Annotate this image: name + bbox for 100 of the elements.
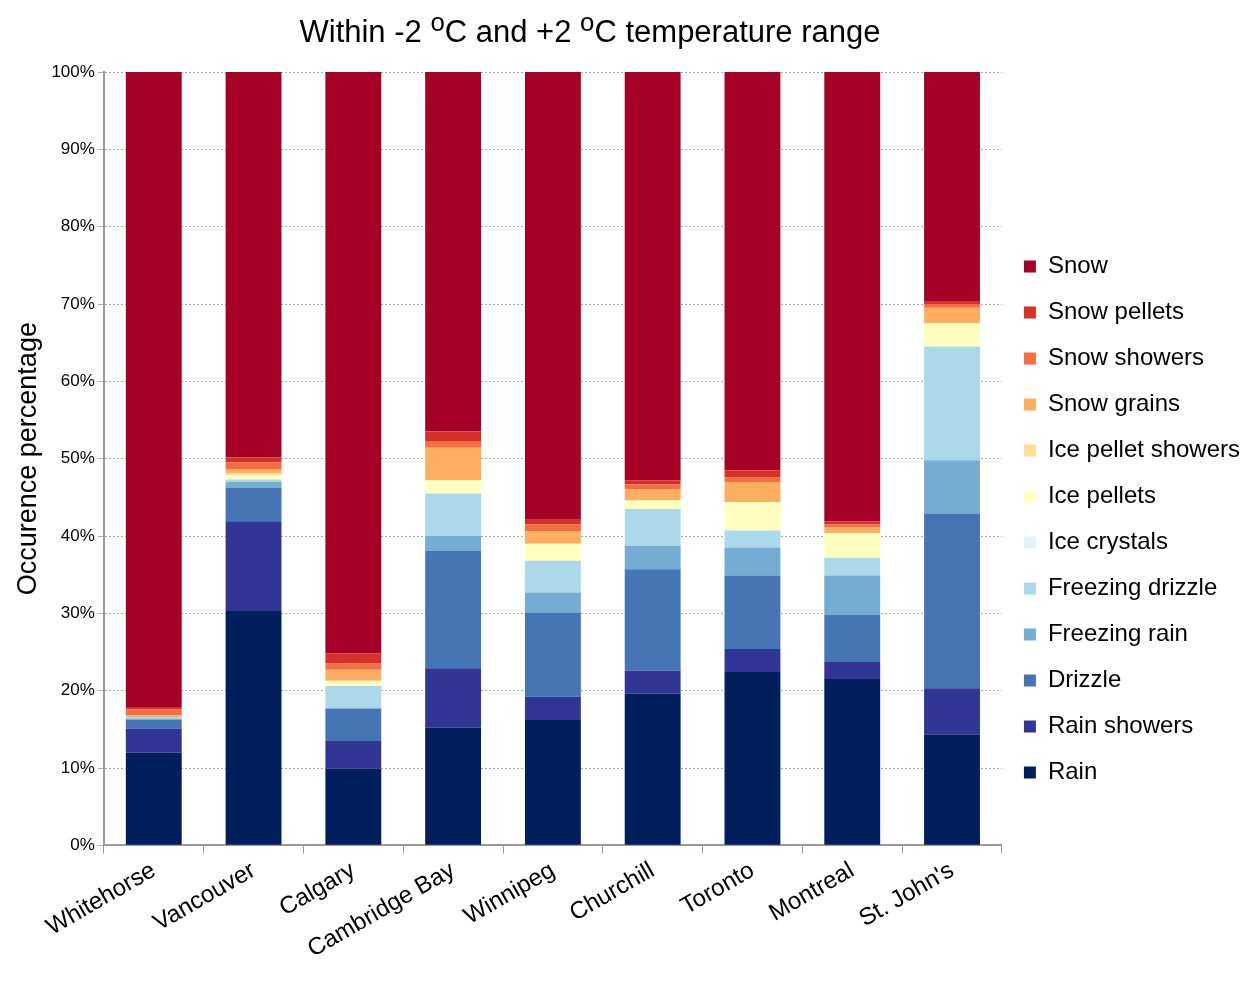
bar [425,493,482,537]
bar [524,560,581,593]
bar [924,72,980,302]
bar [624,480,681,485]
bar [125,709,182,716]
bar [425,480,482,494]
bar [524,592,581,613]
y-axis-title: Occurence percentage [11,322,42,596]
bar [225,481,282,489]
bar [524,720,581,845]
y-tick-label: 90% [60,139,95,159]
bar [325,669,382,681]
legend-label: Freezing drizzle [1047,573,1218,601]
y-tick-label: 40% [60,525,95,545]
bar [624,546,681,570]
y-tick-label: 20% [60,680,95,700]
bar [325,768,382,845]
bar [425,447,482,481]
bar [624,508,681,547]
bar [824,557,881,576]
bar [724,672,781,845]
bar [524,612,581,697]
bar [824,527,881,533]
bar [225,462,282,470]
bar [524,696,581,721]
y-tick-label: 100% [51,61,95,81]
bar [824,532,881,558]
legend-label: Rain showers [1047,711,1194,739]
bar [225,611,282,845]
bar [724,470,781,478]
bar [924,307,980,324]
bar [824,614,881,663]
bar [125,728,182,753]
bar [125,72,182,707]
bar [724,72,781,471]
bar [924,323,980,347]
bar [225,72,282,458]
bar [425,431,482,442]
legend-label: Snow pellets [1047,297,1184,325]
y-tick-label: 80% [60,216,95,236]
bar [624,569,681,671]
legend-label: Snow showers [1047,343,1204,371]
bar [824,575,881,615]
chart-title: Within -2 $^{o}$C and +2 $^{o}$C temperature range [298,8,882,51]
bar [425,668,482,728]
bar [325,653,382,664]
legend-label: Ice pellet showers [1047,435,1240,463]
bar [624,484,681,490]
y-tick-label: 0% [70,835,95,855]
bar [624,500,681,509]
bar [824,72,881,522]
bar [924,460,980,514]
bar [425,536,482,551]
bar [924,304,980,308]
y-tick-label: 30% [60,603,95,623]
legend-label: Ice crystals [1047,527,1168,555]
y-tick-label: 10% [60,757,95,777]
legend-label: Snow [1047,251,1109,279]
bar [325,663,382,670]
bar [524,531,581,544]
bar [325,680,382,687]
legend-label: Freezing rain [1047,619,1188,647]
bar [924,346,980,461]
bar [924,734,980,845]
y-tick-label: 60% [60,371,95,391]
bar [325,686,382,709]
bar [425,727,482,845]
bar [125,720,182,729]
bar [724,481,781,502]
bar [225,457,282,463]
legend-label: Snow grains [1047,389,1180,417]
bar [425,550,482,669]
bar [225,474,282,480]
bar [724,648,781,673]
bar [624,670,681,694]
bar [824,662,881,680]
legend-label: Ice pellets [1047,481,1156,509]
bar [724,530,781,548]
bar [125,752,182,845]
bar [524,543,581,561]
bar [724,547,781,576]
bar [425,441,482,448]
bar [624,72,681,481]
legend-label: Drizzle [1047,665,1122,693]
bar [724,477,781,482]
y-tick-label: 50% [60,448,95,468]
bar [225,488,282,522]
bar [924,688,980,735]
bar [624,489,681,501]
bar [824,679,881,845]
bar [425,72,482,432]
bar [924,513,980,689]
bar [325,708,382,741]
bar [325,740,382,769]
bar [325,72,382,654]
bar [225,521,282,612]
bar [624,693,681,845]
bar [524,524,581,532]
bar [524,72,581,520]
bar [724,575,781,649]
